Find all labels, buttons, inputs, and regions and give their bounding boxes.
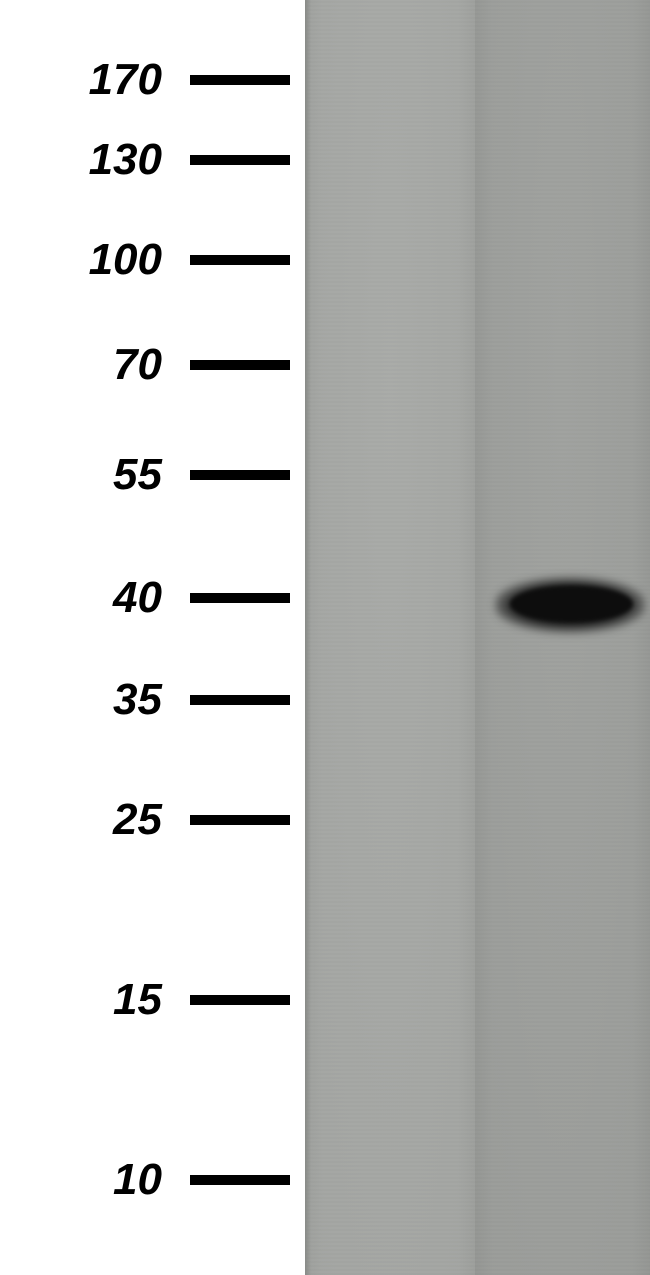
ladder-tick	[190, 695, 290, 705]
membrane-area	[305, 0, 650, 1275]
ladder-marker-label: 55	[42, 450, 162, 500]
ladder-marker: 100	[0, 235, 290, 285]
ladder-marker-label: 70	[42, 340, 162, 390]
ladder-tick	[190, 75, 290, 85]
ladder-marker-label: 40	[42, 573, 162, 623]
ladder-marker: 70	[0, 340, 290, 390]
ladder-marker-label: 35	[42, 675, 162, 725]
ladder-marker: 25	[0, 795, 290, 845]
ladder-marker: 130	[0, 135, 290, 185]
ladder-marker: 35	[0, 675, 290, 725]
ladder-tick	[190, 255, 290, 265]
western-blot-figure: 170 130 100 70 55 40 35 25 15 10	[0, 0, 650, 1275]
ladder-marker: 40	[0, 573, 290, 623]
ladder-marker-label: 10	[42, 1155, 162, 1205]
lane-noise	[305, 0, 475, 1275]
ladder-tick	[190, 995, 290, 1005]
ladder-tick	[190, 1175, 290, 1185]
ladder-marker-label: 130	[42, 135, 162, 185]
ladder-tick	[190, 815, 290, 825]
membrane-edge-shadow	[305, 0, 311, 1275]
ladder-marker: 15	[0, 975, 290, 1025]
ladder-marker-label: 15	[42, 975, 162, 1025]
ladder-marker-label: 25	[42, 795, 162, 845]
ladder-tick	[190, 360, 290, 370]
ladder-marker: 170	[0, 55, 290, 105]
ladder-marker: 55	[0, 450, 290, 500]
ladder-marker-label: 170	[42, 55, 162, 105]
ladder-marker: 10	[0, 1155, 290, 1205]
ladder-tick	[190, 470, 290, 480]
lane-noise	[475, 0, 650, 1275]
molecular-weight-ladder: 170 130 100 70 55 40 35 25 15 10	[0, 0, 300, 1275]
ladder-marker-label: 100	[42, 235, 162, 285]
ladder-tick	[190, 155, 290, 165]
ladder-tick	[190, 593, 290, 603]
